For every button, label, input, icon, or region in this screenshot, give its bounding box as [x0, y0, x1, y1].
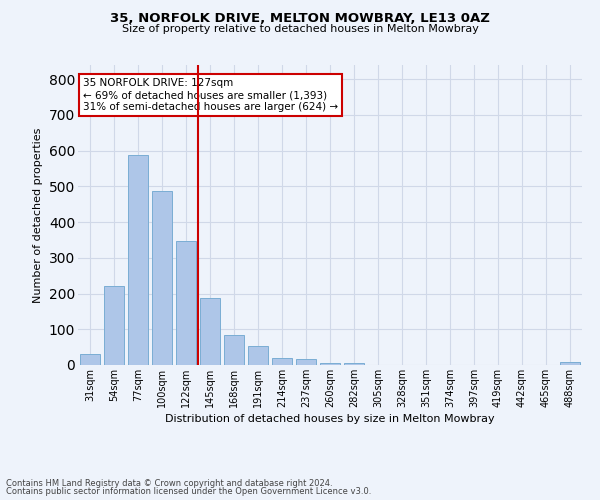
- Bar: [200, 298, 220, 365]
- Bar: [248, 346, 268, 365]
- Bar: [104, 286, 124, 365]
- Bar: [224, 334, 244, 365]
- Y-axis label: Number of detached properties: Number of detached properties: [33, 128, 43, 302]
- Bar: [272, 358, 292, 365]
- Bar: [560, 362, 580, 365]
- Bar: [296, 359, 316, 365]
- Text: 35, NORFOLK DRIVE, MELTON MOWBRAY, LE13 0AZ: 35, NORFOLK DRIVE, MELTON MOWBRAY, LE13 …: [110, 12, 490, 26]
- Bar: [176, 240, 196, 365]
- Bar: [152, 190, 172, 365]
- Text: 35 NORFOLK DRIVE: 127sqm
← 69% of detached houses are smaller (1,393)
31% of sem: 35 NORFOLK DRIVE: 127sqm ← 69% of detach…: [83, 78, 338, 112]
- X-axis label: Distribution of detached houses by size in Melton Mowbray: Distribution of detached houses by size …: [165, 414, 495, 424]
- Text: Contains HM Land Registry data © Crown copyright and database right 2024.: Contains HM Land Registry data © Crown c…: [6, 478, 332, 488]
- Bar: [344, 363, 364, 365]
- Bar: [80, 354, 100, 365]
- Text: Contains public sector information licensed under the Open Government Licence v3: Contains public sector information licen…: [6, 487, 371, 496]
- Bar: [320, 362, 340, 365]
- Bar: [128, 155, 148, 365]
- Text: Size of property relative to detached houses in Melton Mowbray: Size of property relative to detached ho…: [122, 24, 478, 34]
